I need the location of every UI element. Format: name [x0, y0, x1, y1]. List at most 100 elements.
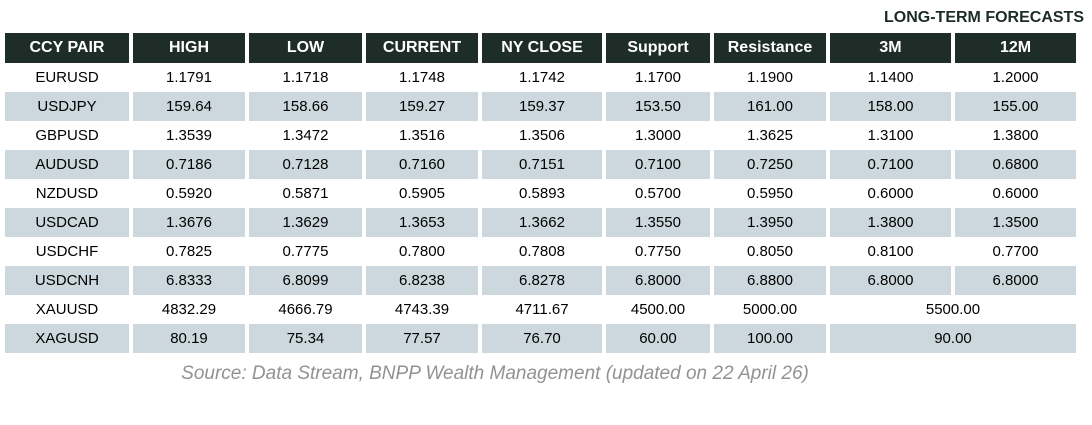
ny-close-cell: 0.7808: [519, 243, 565, 260]
support-cell: 0.7100: [606, 150, 710, 179]
low-cell: 75.34: [249, 324, 362, 353]
high-cell: 80.19: [133, 324, 245, 353]
current-cell: 1.3516: [399, 127, 445, 144]
column-header-ny-close: NY CLOSE: [482, 33, 602, 63]
table-row: GBPUSD 1.3539 1.3472 1.3516 1.3506 1.3000 1.36…: [5, 121, 1076, 150]
support-cell: 1.1700: [635, 69, 681, 86]
forecast-12m-cell: 0.7700: [992, 243, 1039, 260]
column-header-support: Support: [606, 33, 710, 63]
high-cell: 1.3539: [166, 127, 212, 144]
ny-close-cell: 1.3662: [482, 208, 602, 237]
header-row: CCY PAIR HIGH LOW CURRENT NY CLOSE Suppo…: [5, 33, 1076, 63]
table-body: EURUSD 1.1791 1.1718 1.1748 1.1742 1.1700 1.19…: [5, 63, 1076, 353]
forecast-3m-cell: 6.8000: [830, 266, 951, 295]
current-cell: 1.1748: [399, 69, 445, 86]
resistance-cell: 1.3625: [747, 127, 793, 144]
forecast-12m-cell: 1.3500: [955, 208, 1076, 237]
high-cell: 0.7186: [133, 150, 245, 179]
high-cell: 0.7825: [166, 243, 212, 260]
current-cell: 0.7160: [366, 150, 478, 179]
high-cell: 4832.29: [161, 301, 217, 318]
resistance-cell: 0.7250: [714, 150, 826, 179]
high-cell: 1.3676: [133, 208, 245, 237]
ny-close-cell: 0.5893: [519, 185, 565, 202]
ccy-pair-cell: USDCAD: [5, 208, 129, 237]
low-cell: 1.3472: [282, 127, 329, 144]
current-cell: 0.7800: [399, 243, 445, 260]
column-header-3m: 3M: [830, 33, 951, 63]
support-cell: 1.3550: [606, 208, 710, 237]
high-cell: 6.8333: [133, 266, 245, 295]
ccy-pair-cell: USDCNH: [5, 266, 129, 295]
current-cell: 4743.39: [394, 301, 450, 318]
ccy-pair-cell: AUDUSD: [5, 150, 129, 179]
ny-close-cell: 0.7151: [482, 150, 602, 179]
ccy-pair-cell: NZDUSD: [35, 185, 99, 202]
low-cell: 1.1718: [282, 69, 329, 86]
fx-forecast-table: CCY PAIR HIGH LOW CURRENT NY CLOSE Suppo…: [1, 33, 1080, 353]
forecast-merged-cell: 5500.00: [925, 301, 981, 318]
current-cell: 6.8238: [366, 266, 478, 295]
forecast-3m-cell: 0.7100: [830, 150, 951, 179]
resistance-cell: 1.1900: [747, 69, 793, 86]
low-cell: 158.66: [249, 92, 362, 121]
forecast-3m-cell: 1.3800: [830, 208, 951, 237]
low-cell: 1.3629: [249, 208, 362, 237]
forecast-12m-cell: 155.00: [955, 92, 1076, 121]
resistance-cell: 0.8050: [747, 243, 793, 260]
ny-close-cell: 159.37: [482, 92, 602, 121]
ccy-pair-cell: XAUUSD: [35, 301, 99, 318]
support-cell: 6.8000: [606, 266, 710, 295]
forecast-12m-cell: 6.8000: [955, 266, 1076, 295]
ccy-pair-cell: USDJPY: [5, 92, 129, 121]
ny-close-cell: 4711.67: [515, 301, 569, 318]
forecast-12m-cell: 0.6000: [992, 185, 1039, 202]
table-row: USDJPY 159.64 158.66 159.27 159.37 153.50 161.…: [5, 92, 1076, 121]
table-row: EURUSD 1.1791 1.1718 1.1748 1.1742 1.1700 1.19…: [5, 63, 1076, 92]
ccy-pair-cell: USDCHF: [35, 243, 99, 260]
table-row: AUDUSD 0.7186 0.7128 0.7160 0.7151 0.7100 0.72…: [5, 150, 1076, 179]
ny-close-cell: 76.70: [482, 324, 602, 353]
current-cell: 0.5905: [399, 185, 445, 202]
table-row: USDCAD 1.3676 1.3629 1.3653 1.3662 1.3550 1.39…: [5, 208, 1076, 237]
column-header-ccy-pair: CCY PAIR: [5, 33, 129, 63]
ccy-pair-cell: EURUSD: [35, 69, 99, 86]
low-cell: 0.7775: [282, 243, 329, 260]
forecast-3m-cell: 158.00: [830, 92, 951, 121]
table-row: XAUUSD 4832.29 4666.79 4743.39 4711.67 4500.0…: [5, 295, 1076, 324]
support-cell: 0.7750: [635, 243, 681, 260]
high-cell: 159.64: [133, 92, 245, 121]
ny-close-cell: 1.3506: [519, 127, 565, 144]
low-cell: 0.7128: [249, 150, 362, 179]
column-header-12m: 12M: [955, 33, 1076, 63]
current-cell: 159.27: [366, 92, 478, 121]
support-cell: 60.00: [606, 324, 710, 353]
high-cell: 1.1791: [166, 69, 212, 86]
resistance-cell: 0.5950: [747, 185, 793, 202]
resistance-cell: 100.00: [714, 324, 826, 353]
table-row: XAGUSD 80.19 75.34 77.57 76.70 60.00 100.00 90.…: [5, 324, 1076, 353]
column-header-high: HIGH: [133, 33, 245, 63]
low-cell: 4666.79: [278, 301, 333, 318]
resistance-cell: 5000.00: [742, 301, 798, 318]
support-cell: 4500.00: [630, 301, 686, 318]
column-header-low: LOW: [249, 33, 362, 63]
forecast-3m-cell: 0.6000: [867, 185, 914, 202]
low-cell: 0.5871: [282, 185, 329, 202]
forecast-merged-cell: 90.00: [830, 324, 1076, 353]
low-cell: 6.8099: [249, 266, 362, 295]
resistance-cell: 6.8800: [714, 266, 826, 295]
resistance-cell: 1.3950: [714, 208, 826, 237]
forecast-3m-cell: 0.8100: [867, 243, 914, 260]
ny-close-cell: 1.1742: [519, 69, 565, 86]
table-row: NZDUSD 0.5920 0.5871 0.5905 0.5893 0.5700 0.59…: [5, 179, 1076, 208]
forecast-12m-cell: 1.2000: [992, 69, 1039, 86]
high-cell: 0.5920: [166, 185, 212, 202]
forecast-12m-cell: 1.3800: [992, 127, 1039, 144]
page-title: LONG-TERM FORECASTS: [884, 9, 1084, 26]
support-cell: 153.50: [606, 92, 710, 121]
support-cell: 0.5700: [635, 185, 681, 202]
column-header-current: CURRENT: [366, 33, 478, 63]
table-row: USDCNH 6.8333 6.8099 6.8238 6.8278 6.8000 6.88…: [5, 266, 1076, 295]
